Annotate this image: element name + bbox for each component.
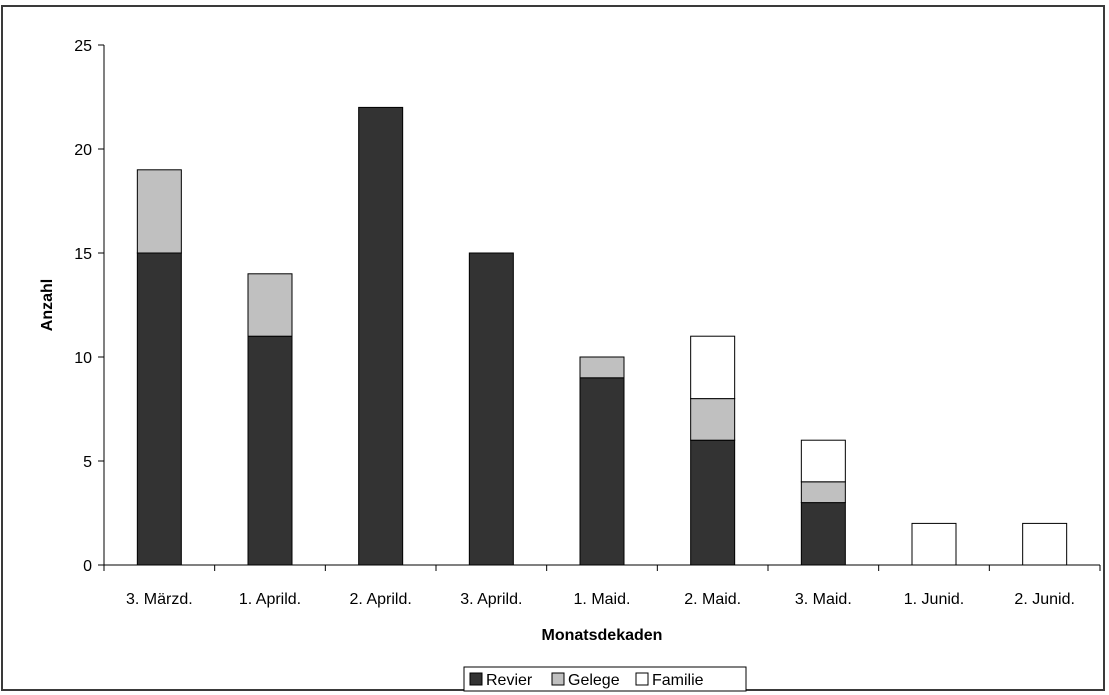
bar-revier xyxy=(468,252,514,566)
y-axis-title: Anzahl xyxy=(39,279,56,331)
legend-label-gelege: Gelege xyxy=(568,672,620,689)
bar-gelege xyxy=(800,481,846,504)
legend-swatch-familie xyxy=(635,672,649,686)
bar-revier xyxy=(800,502,846,566)
y-tick-label: 0 xyxy=(83,558,92,575)
legend-swatch-gelege xyxy=(551,672,565,686)
x-axis-title: Monatsdekaden xyxy=(542,627,663,644)
y-tick-label: 20 xyxy=(74,142,92,159)
legend-label-revier: Revier xyxy=(486,672,533,689)
chart-frame xyxy=(1,5,1105,691)
bars-layer xyxy=(136,106,1068,566)
legend-box xyxy=(463,666,747,692)
legend-swatch-revier xyxy=(469,672,483,686)
bar-familie xyxy=(690,335,736,400)
x-tick-label: 1. Aprild. xyxy=(239,591,301,608)
y-ticks-layer: 0 5 10 15 20 25 xyxy=(74,38,104,575)
legend-label-familie: Familie xyxy=(652,672,704,689)
y-tick-label: 15 xyxy=(74,246,92,263)
bar-gelege xyxy=(136,169,182,254)
bar-gelege xyxy=(247,273,293,337)
x-tick-label: 2. Junid. xyxy=(1014,591,1074,608)
bar-familie xyxy=(800,439,846,483)
x-tick-label: 3. Maid. xyxy=(795,591,852,608)
x-tick-label: 1. Junid. xyxy=(904,591,964,608)
x-tick-label: 2. Maid. xyxy=(684,591,741,608)
y-tick-label: 5 xyxy=(83,454,92,471)
bar-gelege xyxy=(579,356,625,379)
bar-gelege xyxy=(690,398,736,441)
y-tick-label: 10 xyxy=(74,350,92,367)
x-tick-label: 3. Märzd. xyxy=(126,591,193,608)
bar-familie xyxy=(1022,522,1068,566)
bar-revier xyxy=(358,106,404,566)
bar-revier xyxy=(579,377,625,566)
bar-revier xyxy=(247,335,293,566)
x-tick-label: 3. Aprild. xyxy=(460,591,522,608)
legend: Revier Gelege Familie xyxy=(463,666,747,692)
y-tick-label: 25 xyxy=(74,38,92,55)
bar-revier xyxy=(136,252,182,566)
x-ticks-layer: 3. Märzd. 1. Aprild. 2. Aprild. 3. Aprild. 1… xyxy=(103,565,1101,608)
x-tick-label: 1. Maid. xyxy=(574,591,631,608)
x-tick-label: 2. Aprild. xyxy=(350,591,412,608)
bar-revier xyxy=(690,439,736,566)
bar-familie xyxy=(911,522,957,566)
